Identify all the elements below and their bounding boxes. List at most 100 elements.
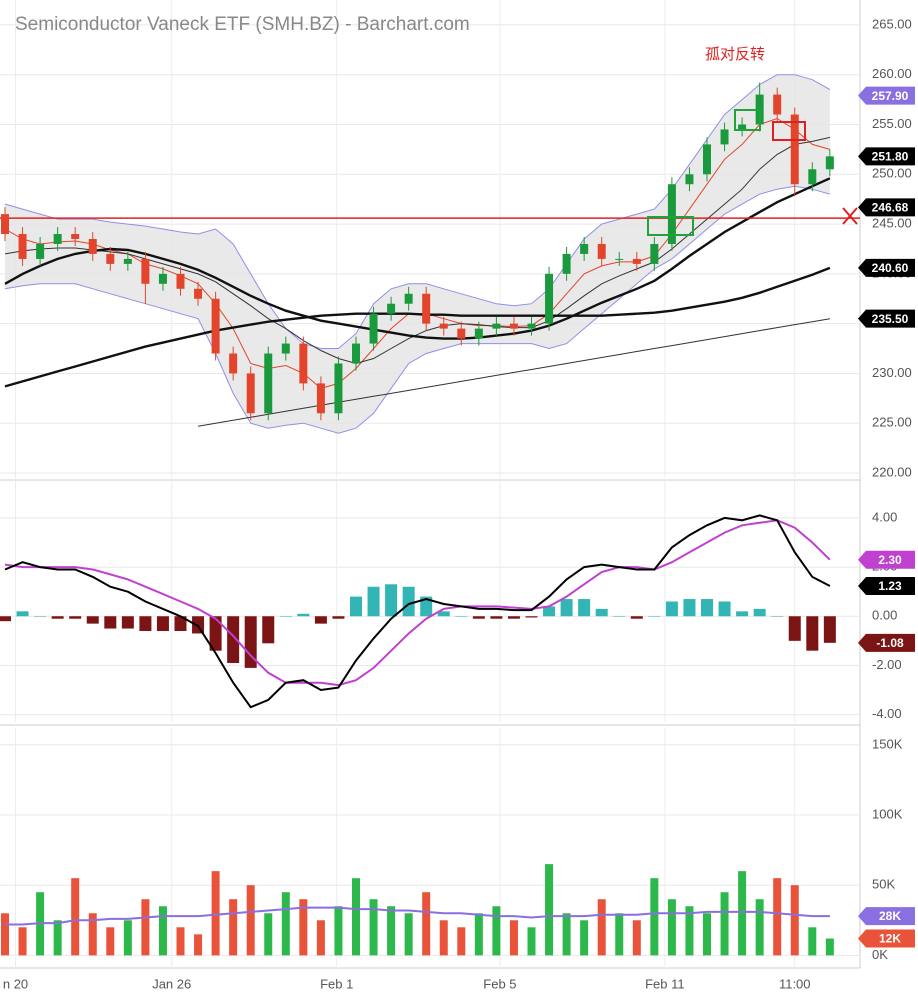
histogram-bar — [314, 616, 327, 624]
histogram-bar — [472, 616, 485, 619]
candle-body — [790, 114, 799, 185]
histogram-bar — [630, 616, 643, 619]
value-tag-label: 28K — [879, 909, 901, 923]
histogram-bar — [16, 611, 29, 617]
volume-bar — [439, 920, 448, 956]
volume-bar — [703, 913, 711, 956]
volume-bar — [264, 913, 273, 956]
volume-bar — [53, 920, 62, 956]
candle-body — [650, 243, 659, 264]
candle-body — [387, 303, 396, 314]
histogram-bar — [350, 596, 362, 617]
volume-bar — [158, 906, 167, 956]
volume-bar — [562, 913, 571, 956]
candle-body — [404, 293, 413, 304]
candle-body — [18, 234, 27, 259]
histogram-bar — [507, 616, 520, 619]
value-tag — [858, 258, 915, 277]
volume-bar — [527, 927, 536, 956]
x-tick-label: Feb 1 — [320, 976, 353, 991]
value-tag — [858, 309, 915, 328]
candle-body — [492, 323, 501, 329]
candle-body — [123, 258, 132, 264]
value-tag — [858, 198, 915, 217]
volume-bar — [334, 906, 343, 956]
value-tag — [858, 633, 915, 652]
histogram-bar — [121, 616, 134, 629]
candle-body — [1, 214, 9, 235]
volume-bar — [71, 878, 80, 956]
value-tag — [858, 907, 915, 926]
volume-bar — [211, 871, 220, 956]
candle-body — [194, 288, 203, 299]
y-tick-label: 150K — [872, 736, 903, 751]
value-tag-label: 12K — [879, 932, 901, 946]
histogram-bar — [683, 599, 696, 617]
candle-body — [474, 328, 483, 339]
volume-bar — [352, 878, 360, 956]
candle-body — [667, 184, 676, 244]
candle-body — [597, 243, 606, 259]
volume-bar — [509, 920, 518, 956]
histogram-bar — [490, 616, 503, 619]
volume-bar — [457, 927, 466, 956]
y-tick-label: -4.00 — [872, 706, 902, 721]
candle-body — [509, 323, 518, 329]
candle-body — [352, 343, 360, 364]
histogram-bar — [297, 613, 310, 617]
histogram-bar — [279, 616, 292, 617]
x-marker — [842, 207, 858, 225]
candle-body — [229, 353, 238, 374]
candle-body — [281, 343, 290, 354]
volume-bar — [720, 892, 729, 956]
candle-body — [264, 353, 273, 414]
annotation: 孤对反转 — [705, 46, 765, 63]
grid — [0, 0, 860, 968]
candle-body — [562, 253, 571, 274]
histogram-bar — [437, 611, 450, 617]
candle-body — [141, 258, 150, 284]
highlight-box — [647, 216, 694, 236]
histogram-bar — [139, 616, 152, 632]
candle-body — [720, 129, 729, 145]
candle-body — [246, 373, 255, 414]
volume-bar — [773, 878, 782, 956]
y-tick-label: 4.00 — [872, 509, 897, 524]
volume-bar — [545, 864, 554, 956]
volume-bar — [88, 913, 97, 956]
histogram-bar — [753, 608, 766, 617]
y-tick-label: 100K — [872, 806, 903, 821]
candle-body — [738, 124, 747, 130]
volume-average — [5, 906, 830, 926]
candle-body — [88, 239, 97, 254]
histogram-bar — [156, 616, 169, 632]
candle-body — [316, 383, 325, 414]
volume-bar — [387, 906, 396, 956]
candle-body — [527, 323, 536, 329]
candle-body — [334, 363, 343, 414]
y-tick-label: 0.00 — [872, 608, 897, 623]
volume-bar — [632, 920, 641, 956]
y-tick-label: 245.00 — [872, 216, 912, 231]
volume-bar — [667, 899, 676, 956]
value-tag-label: 240.60 — [872, 261, 909, 275]
value-tag-label: 235.50 — [872, 312, 909, 326]
volume-bar — [825, 938, 834, 956]
histogram-bar — [823, 616, 836, 643]
candle-body — [703, 144, 711, 175]
histogram-bar — [613, 616, 626, 617]
histogram-bar — [367, 586, 380, 617]
candle-body — [580, 243, 589, 254]
volume-bar — [316, 920, 325, 956]
volume-bar — [194, 934, 203, 956]
signal-line — [4, 519, 831, 687]
histogram-bar — [771, 616, 784, 617]
volume-bar — [176, 927, 185, 956]
candle-body — [808, 169, 817, 185]
volume-bar — [18, 927, 27, 956]
band-lower — [4, 185, 831, 434]
candle-body — [632, 258, 641, 264]
labels: 220.00225.00230.00235.00240.00245.00250.… — [3, 16, 915, 991]
y-tick-label: 50K — [872, 877, 895, 892]
